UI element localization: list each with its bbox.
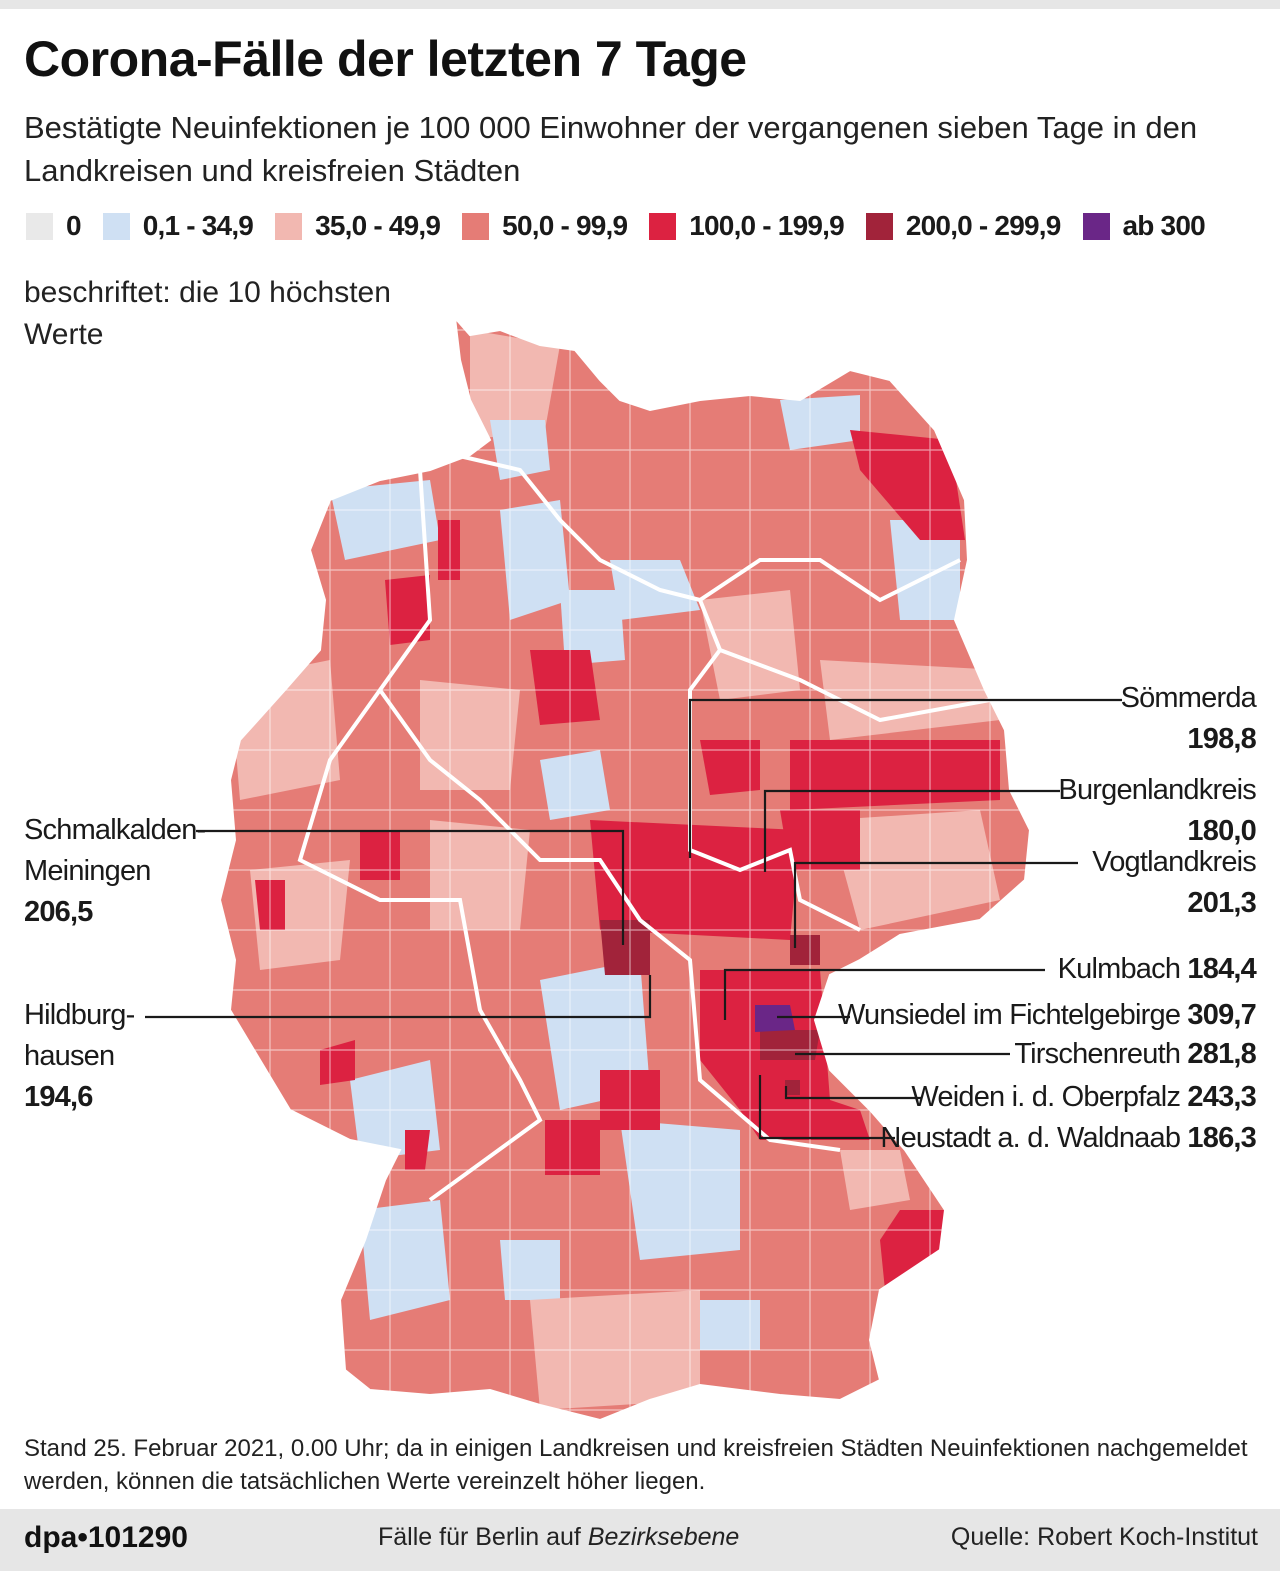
- callout-soemmerda: Sömmerda 198,8: [1120, 678, 1257, 760]
- legend-item-3: 50,0 - 99,9: [462, 210, 628, 242]
- callout-hildburghausen: Hildburg- hausen 194,6: [24, 995, 135, 1118]
- legend-label: 50,0 - 99,9: [502, 210, 628, 241]
- legend-label: ab 300: [1122, 210, 1206, 241]
- callout-name: Wunsiedel im Fichtelgebirge: [838, 999, 1181, 1031]
- legend-label: 0: [66, 210, 82, 241]
- callout-wunsiedel: Wunsiedel im Fichtelgebirge 309,7: [838, 995, 1257, 1036]
- legend-swatch: [649, 212, 677, 240]
- legend-label: 0,1 - 34,9: [142, 210, 254, 241]
- district-borders: [220, 318, 1030, 1420]
- callout-value: 309,7: [1187, 999, 1256, 1031]
- hildburghausen-leader: [145, 975, 652, 1019]
- germany-border: [218, 314, 1032, 1422]
- callout-name-line1: Hildburg-: [24, 999, 135, 1031]
- schmalkalden-leader: [196, 829, 625, 945]
- legend-swatch: [102, 212, 130, 240]
- callout-schmalkalden: Schmalkalden- Meiningen 206,5: [24, 810, 206, 933]
- legend-swatch: [275, 212, 303, 240]
- callout-value: 180,0: [1187, 815, 1256, 847]
- berlin-note-italic: Bezirksebene: [587, 1523, 740, 1551]
- region-shapes: [220, 318, 1030, 1420]
- legend-label: 35,0 - 49,9: [315, 210, 441, 241]
- burgenlandkreis-leader: [763, 789, 1060, 872]
- callout-name: Kulmbach: [1057, 953, 1181, 985]
- weiden-leader: [784, 1086, 922, 1100]
- callout-weiden: Weiden i. d. Oberpfalz 243,3: [911, 1077, 1256, 1118]
- soemmerda-leader: [688, 698, 1122, 858]
- legend-item-5: 200,0 - 299,9: [865, 210, 1061, 242]
- legend-item-6: ab 300: [1082, 210, 1206, 242]
- dpa-logo: dpa•101290: [24, 1521, 188, 1554]
- callout-name: Sömmerda: [1120, 682, 1257, 714]
- callout-value: 186,3: [1187, 1122, 1256, 1154]
- legend-swatch: [865, 212, 893, 240]
- footer-bar: dpa•101290 Fälle für Berlin auf Bezirkse…: [0, 1509, 1280, 1571]
- callout-value: 194,6: [24, 1081, 93, 1113]
- callout-name: Neustadt a. d. Waldnaab: [880, 1122, 1181, 1154]
- source-credit: Quelle: Robert Koch-Institut: [950, 1523, 1258, 1551]
- legend-swatch: [26, 212, 53, 240]
- legend-item-2: 35,0 - 49,9: [275, 210, 441, 242]
- callout-name: Tirschenreuth: [1014, 1038, 1181, 1070]
- callout-value: 184,4: [1187, 953, 1256, 985]
- neustadt-leader: [758, 1075, 895, 1140]
- legend-label: 100,0 - 199,9: [689, 210, 844, 241]
- legend: 0 0,1 - 34,9 35,0 - 49,9 50,0 - 99,9 100…: [26, 208, 1227, 244]
- map-regions: [218, 314, 1032, 1422]
- legend-swatch: [462, 212, 490, 240]
- callout-value: 201,3: [1187, 887, 1256, 919]
- chart-subtitle: Bestätigte Neuinfektionen je 100 000 Ein…: [24, 110, 1198, 188]
- legend-swatch: [1082, 212, 1110, 240]
- callout-lines: [145, 698, 1122, 1140]
- callout-vogtlandkreis: Vogtlandkreis 201,3: [1092, 842, 1257, 924]
- callout-name: Burgenlandkreis: [1058, 774, 1256, 806]
- callout-name-line1: Schmalkalden-: [24, 814, 206, 846]
- callout-kulmbach: Kulmbach 184,4: [1057, 949, 1257, 990]
- callout-value: 206,5: [24, 896, 93, 928]
- legend-item-1: 0,1 - 34,9: [102, 210, 254, 242]
- legend-item-4: 100,0 - 199,9: [649, 210, 845, 242]
- callout-tirschenreuth: Tirschenreuth 281,8: [1014, 1034, 1256, 1075]
- labeling-note: beschriftet: die 10 höchsten Werte: [24, 276, 391, 351]
- callout-name: Weiden i. d. Oberpfalz: [911, 1081, 1181, 1113]
- chart-title: Corona-Fälle der letzten 7 Tage: [24, 31, 747, 87]
- callout-name: Vogtlandkreis: [1092, 846, 1257, 878]
- germany-map: [145, 314, 1122, 1422]
- callout-neustadt: Neustadt a. d. Waldnaab 186,3: [880, 1118, 1256, 1159]
- berlin-note-text: Fälle für Berlin auf: [378, 1523, 588, 1551]
- callout-value: 243,3: [1187, 1081, 1256, 1113]
- callout-value: 281,8: [1187, 1038, 1256, 1070]
- kulmbach-leader: [723, 968, 1045, 1020]
- footnote: Stand 25. Februar 2021, 0.00 Uhr; da in …: [24, 1435, 1248, 1495]
- berlin-note: Fälle für Berlin auf Bezirksebene: [378, 1523, 739, 1552]
- callout-burgenlandkreis: Burgenlandkreis 180,0: [1058, 770, 1256, 852]
- vogtlandkreis-leader: [793, 861, 1078, 948]
- state-borders: [297, 453, 991, 1202]
- legend-item-0: 0: [26, 210, 82, 242]
- legend-label: 200,0 - 299,9: [905, 210, 1061, 241]
- top-bar: [0, 0, 1280, 9]
- callout-name-line2: Meiningen: [24, 855, 151, 887]
- callout-name-line2: hausen: [24, 1040, 115, 1072]
- callout-value: 198,8: [1187, 723, 1256, 755]
